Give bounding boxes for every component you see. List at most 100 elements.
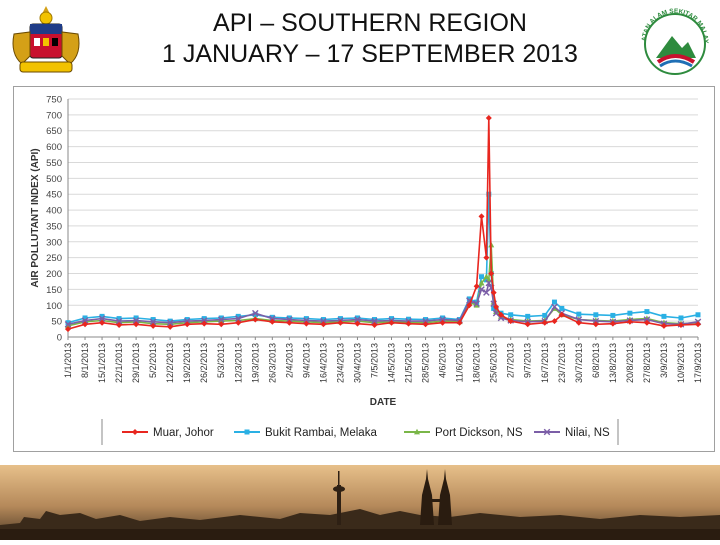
x-tick-label: 12/2/2013 <box>165 343 175 383</box>
data-point-muar-johor <box>354 320 361 327</box>
data-point-muar-johor <box>439 319 446 326</box>
data-point-muar-johor <box>388 319 395 326</box>
data-point-bukit-rambai-melaka <box>678 315 684 321</box>
x-tick-label: 12/3/2013 <box>233 343 243 383</box>
data-point-bukit-rambai-melaka <box>695 312 701 318</box>
x-tick-label: 10/9/2013 <box>676 343 686 383</box>
x-tick-label: 7/5/2013 <box>369 343 379 378</box>
data-point-nilai-ns <box>473 300 480 307</box>
x-tick-label: 28/5/2013 <box>421 343 431 383</box>
data-point-bukit-rambai-melaka <box>483 277 489 283</box>
data-point-nilai-ns <box>483 289 490 296</box>
x-tick-label: 5/3/2013 <box>216 343 226 378</box>
data-point-port-dickson-ns <box>478 279 485 286</box>
data-point-muar-johor <box>99 319 106 326</box>
data-point-muar-johor <box>558 311 565 318</box>
data-point-nilai-ns <box>303 317 310 324</box>
x-tick-label: 1/1/2013 <box>63 343 73 378</box>
data-point-muar-johor <box>490 289 497 296</box>
data-point-bukit-rambai-melaka <box>610 312 616 318</box>
data-point-muar-johor <box>303 320 310 327</box>
data-point-bukit-rambai-melaka <box>551 299 557 305</box>
x-tick-label: 6/8/2013 <box>591 343 601 378</box>
data-point-muar-johor <box>643 319 650 326</box>
series-line-muar-johor <box>67 117 699 330</box>
data-point-muar-johor <box>677 321 684 328</box>
legend-label-bukit-rambai-melaka: Bukit Rambai, Melaka <box>265 427 377 439</box>
data-point-muar-johor <box>473 283 480 290</box>
data-point-port-dickson-ns <box>65 322 71 329</box>
legend-label-port-dickson-ns: Port Dickson, NS <box>435 427 523 439</box>
data-point-nilai-ns <box>166 319 174 327</box>
data-point-muar-johor <box>82 321 89 328</box>
data-point-muar-johor <box>485 115 492 122</box>
data-point-bukit-rambai-melaka <box>644 309 650 315</box>
legend-marker-port-dickson-ns <box>414 428 420 435</box>
data-point-muar-johor <box>133 321 140 328</box>
x-tick-label: 9/4/2013 <box>301 343 311 378</box>
y-tick-label: 200 <box>46 269 62 280</box>
y-tick-label: 50 <box>51 317 62 328</box>
data-point-bukit-rambai-melaka <box>116 316 122 322</box>
data-point-muar-johor <box>167 323 174 330</box>
data-point-muar-johor <box>695 321 701 328</box>
data-point-nilai-ns <box>115 317 123 325</box>
x-tick-label: 26/3/2013 <box>267 343 277 383</box>
data-point-nilai-ns <box>485 279 493 287</box>
y-tick-label: 750 <box>46 95 62 106</box>
legend-label-muar-johor: Muar, Johor <box>153 427 214 439</box>
data-point-bukit-rambai-melaka <box>479 274 485 280</box>
data-point-muar-johor <box>575 319 582 326</box>
series-line-port-dickson-ns <box>67 244 699 327</box>
y-tick-label: 450 <box>46 190 62 201</box>
legend-marker-bukit-rambai-melaka <box>244 429 250 435</box>
chart-svg: 0 50 100 150 200 250 300 350 400 450 500 550 600 650 7… <box>30 95 703 445</box>
data-point-nilai-ns <box>643 316 651 323</box>
y-tick-label: 650 <box>46 126 62 137</box>
data-point-bukit-rambai-melaka <box>99 313 105 319</box>
data-point-muar-johor <box>371 321 378 328</box>
data-point-bukit-rambai-melaka <box>235 313 241 319</box>
series-line-nilai-ns <box>67 280 699 326</box>
y-tick-label: 500 <box>46 174 62 185</box>
data-point-muar-johor <box>116 321 123 328</box>
x-axis-title: DATE <box>370 397 397 408</box>
coat-of-arms-logo <box>6 4 86 78</box>
department-of-environment-logo: JABATAN ALAM SEKITAR MALAYSIA <box>634 1 714 78</box>
data-point-nilai-ns <box>81 317 89 324</box>
x-tick-label: 22/1/2013 <box>114 343 124 383</box>
data-point-muar-johor <box>507 318 514 325</box>
x-tick-label: 4/6/2013 <box>438 343 448 378</box>
data-point-nilai-ns <box>183 317 191 325</box>
legend-marker-nilai-ns <box>543 428 551 436</box>
data-point-muar-johor <box>184 321 191 328</box>
data-point-nilai-ns <box>422 317 429 325</box>
y-tick-label: 550 <box>46 158 62 169</box>
data-point-muar-johor <box>626 318 633 325</box>
data-point-muar-johor <box>422 321 429 328</box>
api-line-chart: 0 50 100 150 200 250 300 350 400 450 500 550 600 650 7… <box>13 86 715 452</box>
y-tick-label: 700 <box>46 110 62 121</box>
x-tick-label: 17/9/2013 <box>693 343 703 383</box>
x-tick-label: 3/9/2013 <box>659 343 669 378</box>
x-tick-label: 16/4/2013 <box>318 343 328 383</box>
data-point-nilai-ns <box>234 315 242 322</box>
data-point-bukit-rambai-melaka <box>542 312 548 318</box>
data-point-muar-johor <box>592 321 599 328</box>
data-point-muar-johor <box>609 320 616 327</box>
data-point-nilai-ns <box>478 286 485 293</box>
y-tick-label: 600 <box>46 142 62 153</box>
data-point-bukit-rambai-melaka <box>508 312 514 318</box>
data-point-nilai-ns <box>149 318 157 326</box>
x-tick-label: 21/5/2013 <box>404 343 414 383</box>
series-line-bukit-rambai-melaka <box>67 194 699 324</box>
data-point-nilai-ns <box>551 303 558 311</box>
data-point-muar-johor <box>551 318 558 325</box>
x-tick-label: 20/8/2013 <box>625 343 635 383</box>
x-tick-label: 25/6/2013 <box>489 343 499 383</box>
data-point-muar-johor <box>218 321 225 328</box>
y-tick-label: 250 <box>46 253 62 264</box>
y-axis-title: AIR POLLUTANT INDEX (API) <box>30 148 41 287</box>
data-point-muar-johor <box>201 320 208 327</box>
x-tick-label: 11/6/2013 <box>455 343 465 382</box>
